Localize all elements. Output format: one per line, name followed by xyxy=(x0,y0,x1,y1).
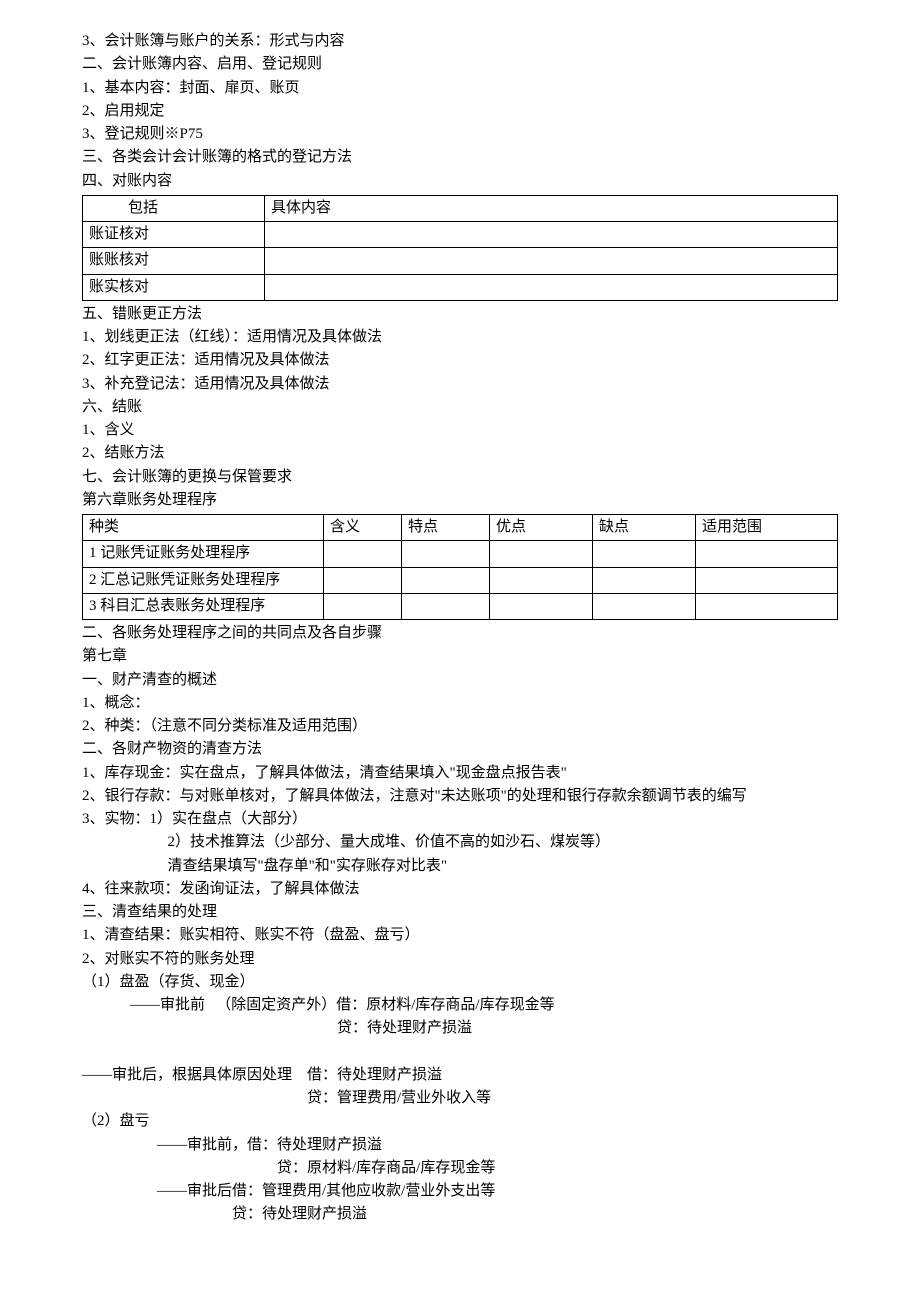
table-row: 1 记账凭证账务处理程序 xyxy=(83,541,838,567)
text-line: 3、实物：1）实在盘点（大部分） xyxy=(82,808,838,831)
table-cell xyxy=(490,593,593,619)
table-header-cell: 适用范围 xyxy=(696,515,838,541)
table-cell xyxy=(324,541,402,567)
table-cell xyxy=(402,567,490,593)
text-line: 三、各类会计会计账簿的格式的登记方法 xyxy=(82,146,838,169)
text-line: 一、财产清查的概述 xyxy=(82,669,838,692)
blank-line xyxy=(82,1041,838,1064)
text-line: 贷：待处理财产损溢 xyxy=(82,1203,838,1226)
text-line: （2）盘亏 xyxy=(82,1110,838,1133)
text-line: 六、结账 xyxy=(82,396,838,419)
text-line: ——审批前，借：待处理财产损溢 xyxy=(82,1134,838,1157)
text-line: 四、对账内容 xyxy=(82,170,838,193)
table-row: 账账核对 xyxy=(83,248,838,274)
table-cell xyxy=(402,593,490,619)
text-line: 2、结账方法 xyxy=(82,442,838,465)
table-cell xyxy=(593,593,696,619)
table-row: 账实核对 xyxy=(83,274,838,300)
text-line: 贷：原材料/库存商品/库存现金等 xyxy=(82,1157,838,1180)
table-header-cell: 种类 xyxy=(83,515,324,541)
text-line: 清查结果填写"盘存单"和"实存账存对比表" xyxy=(82,855,838,878)
text-line: 1、库存现金：实在盘点，了解具体做法，清查结果填入"现金盘点报告表" xyxy=(82,762,838,785)
table-cell xyxy=(402,541,490,567)
text-line: 3、补充登记法：适用情况及具体做法 xyxy=(82,373,838,396)
table-cell: 账证核对 xyxy=(83,222,265,248)
table-header-cell: 含义 xyxy=(324,515,402,541)
text-line: 1、基本内容：封面、扉页、账页 xyxy=(82,77,838,100)
text-line: ——审批前 （除固定资产外）借：原材料/库存商品/库存现金等 xyxy=(82,994,838,1017)
text-line: 2、种类：（注意不同分类标准及适用范围） xyxy=(82,715,838,738)
text-line: 1、划线更正法（红线）：适用情况及具体做法 xyxy=(82,326,838,349)
text-line: （1）盘盈（存货、现金） xyxy=(82,971,838,994)
text-line: ——审批后，根据具体原因处理 借：待处理财产损溢 xyxy=(82,1064,838,1087)
text-line: 1、含义 xyxy=(82,419,838,442)
table-header-cell: 包括 xyxy=(83,195,265,221)
table-row: 种类 含义 特点 优点 缺点 适用范围 xyxy=(83,515,838,541)
table-cell: 账账核对 xyxy=(83,248,265,274)
text-line: 2、红字更正法：适用情况及具体做法 xyxy=(82,349,838,372)
table-cell xyxy=(593,567,696,593)
text-line: 第七章 xyxy=(82,645,838,668)
text-line: 2、对账实不符的账务处理 xyxy=(82,948,838,971)
table-cell: 1 记账凭证账务处理程序 xyxy=(83,541,324,567)
table-cell xyxy=(265,248,838,274)
table-row: 2 汇总记账凭证账务处理程序 xyxy=(83,567,838,593)
text-line: 1、清查结果：账实相符、账实不符（盘盈、盘亏） xyxy=(82,924,838,947)
table-zhangwu: 种类 含义 特点 优点 缺点 适用范围 1 记账凭证账务处理程序 2 汇总记账凭… xyxy=(82,514,838,620)
table-header-cell: 优点 xyxy=(490,515,593,541)
text-line: 二、各账务处理程序之间的共同点及各自步骤 xyxy=(82,622,838,645)
table-cell xyxy=(324,567,402,593)
text-line: 3、会计账簿与账户的关系：形式与内容 xyxy=(82,30,838,53)
table-cell xyxy=(696,593,838,619)
table-cell: 账实核对 xyxy=(83,274,265,300)
text-line: 二、各财产物资的清查方法 xyxy=(82,738,838,761)
text-line: 2）技术推算法（少部分、量大成堆、价值不高的如沙石、煤炭等） xyxy=(82,831,838,854)
text-line: ——审批后借：管理费用/其他应收款/营业外支出等 xyxy=(82,1180,838,1203)
text-line: 贷：待处理财产损溢 xyxy=(82,1017,838,1040)
text-line: 七、会计账簿的更换与保管要求 xyxy=(82,466,838,489)
table-cell xyxy=(324,593,402,619)
table-cell xyxy=(593,541,696,567)
text-line: 第六章账务处理程序 xyxy=(82,489,838,512)
table-row: 账证核对 xyxy=(83,222,838,248)
text-line: 二、会计账簿内容、启用、登记规则 xyxy=(82,53,838,76)
table-row: 包括 具体内容 xyxy=(83,195,838,221)
table-header-cell: 缺点 xyxy=(593,515,696,541)
table-cell: 3 科目汇总表账务处理程序 xyxy=(83,593,324,619)
table-cell: 2 汇总记账凭证账务处理程序 xyxy=(83,567,324,593)
text-line: 2、启用规定 xyxy=(82,100,838,123)
table-duizhang: 包括 具体内容 账证核对 账账核对 账实核对 xyxy=(82,195,838,301)
text-line: 五、错账更正方法 xyxy=(82,303,838,326)
table-cell xyxy=(696,541,838,567)
table-row: 3 科目汇总表账务处理程序 xyxy=(83,593,838,619)
table-cell xyxy=(490,567,593,593)
text-line: 2、银行存款：与对账单核对，了解具体做法，注意对"未达账项"的处理和银行存款余额… xyxy=(82,785,838,808)
text-line: 三、清查结果的处理 xyxy=(82,901,838,924)
table-cell xyxy=(490,541,593,567)
text-line: 4、往来款项：发函询证法，了解具体做法 xyxy=(82,878,838,901)
text-line: 3、登记规则※P75 xyxy=(82,123,838,146)
table-header-cell: 具体内容 xyxy=(265,195,838,221)
table-cell xyxy=(696,567,838,593)
table-cell xyxy=(265,274,838,300)
table-header-cell: 特点 xyxy=(402,515,490,541)
text-line: 贷：管理费用/营业外收入等 xyxy=(82,1087,838,1110)
text-line: 1、概念： xyxy=(82,692,838,715)
table-cell xyxy=(265,222,838,248)
